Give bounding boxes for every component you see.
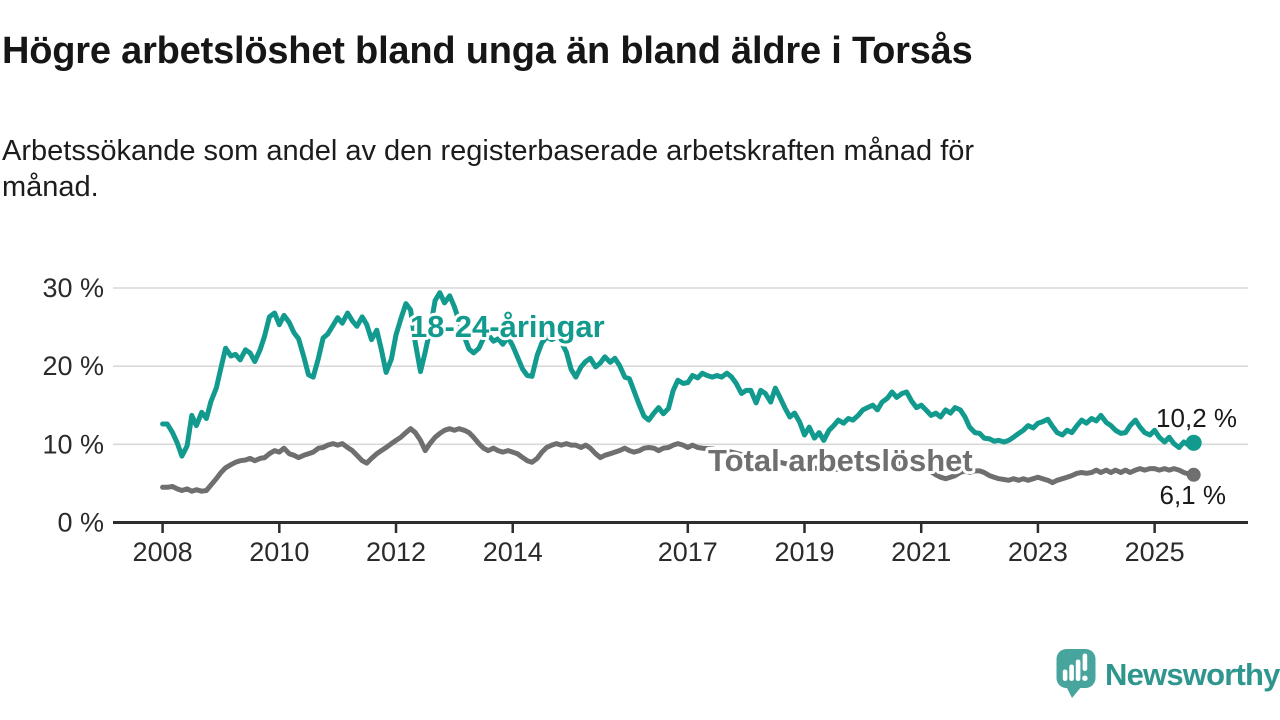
series-label-total: Total arbetslöshet xyxy=(708,443,973,478)
logo-bar-chart-icon xyxy=(1062,653,1088,681)
series-end-dot-total xyxy=(1186,467,1201,482)
x-axis-tick-label: 2023 xyxy=(1008,537,1068,567)
axes: 0 % 10 % 20 % 30 % 2008 2010 2012 2014 2017 2019 2… xyxy=(42,273,1248,567)
end-value-label-young: 10,2 % xyxy=(1156,403,1237,433)
page-title: Högre arbetslöshet bland unga än bland ä… xyxy=(2,30,973,72)
series-line-young xyxy=(160,290,1197,459)
y-axis-tick-label: 0 % xyxy=(57,508,104,538)
x-axis-tick-label: 2008 xyxy=(133,537,193,567)
x-axis-tick-label: 2025 xyxy=(1125,537,1185,567)
series-end-dot-young xyxy=(1185,434,1202,451)
page-subtitle: Arbetssökande som andel av den registerb… xyxy=(2,133,1222,205)
x-axis-tick-label: 2014 xyxy=(483,537,543,567)
newsworthy-logo-icon xyxy=(1056,649,1096,698)
x-axis-tick-label: 2019 xyxy=(774,537,834,567)
x-axis-tick-label: 2021 xyxy=(891,537,951,567)
y-axis-tick-label: 10 % xyxy=(42,429,104,459)
subtitle-line-2: månad. xyxy=(2,171,99,203)
end-dots xyxy=(1185,434,1202,482)
subtitle-line-1: Arbetssökande som andel av den registerb… xyxy=(2,135,975,167)
y-axis-tick-label: 30 % xyxy=(42,273,104,303)
series-label-young: 18-24-åringar xyxy=(410,309,605,344)
newsworthy-logo: Newsworthy xyxy=(1056,648,1280,702)
x-axis-tick-label: 2012 xyxy=(366,537,426,567)
x-axis-tick-label: 2010 xyxy=(249,537,309,567)
series-line-total xyxy=(160,426,1197,494)
y-axis-tick-label: 20 % xyxy=(42,351,104,381)
newsworthy-logo-text: Newsworthy xyxy=(1105,657,1280,692)
data-lines xyxy=(160,290,1197,494)
x-axis-tick-label: 2017 xyxy=(658,537,718,567)
chart-labels: 18-24-åringar Total arbetslöshet 10,2 % … xyxy=(407,306,1237,510)
logo-bubble-tail xyxy=(1066,686,1082,698)
end-value-label-total: 6,1 % xyxy=(1160,480,1227,510)
